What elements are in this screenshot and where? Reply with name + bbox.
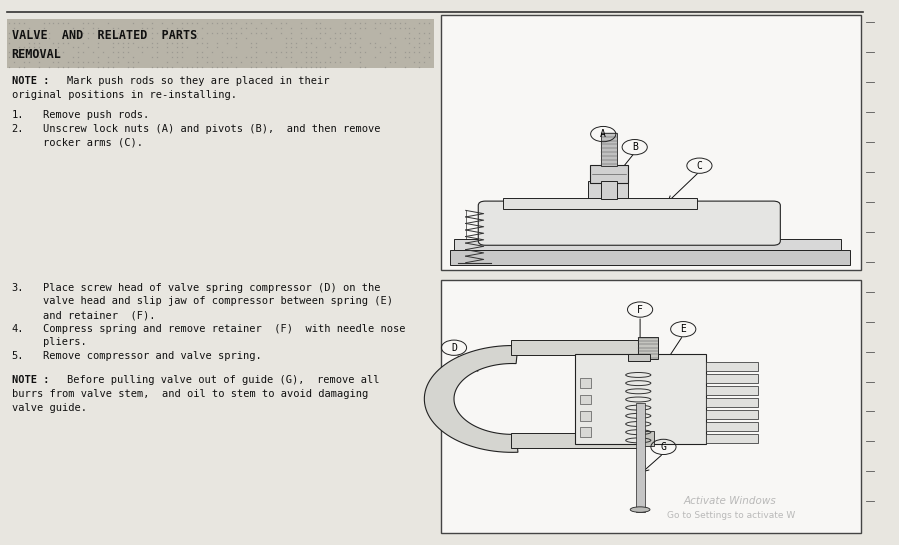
Bar bbox=[601, 133, 617, 166]
Text: NOTE :: NOTE : bbox=[12, 76, 49, 86]
Text: Go to Settings to activate W: Go to Settings to activate W bbox=[667, 511, 796, 520]
Text: 4.: 4. bbox=[12, 324, 24, 334]
Bar bbox=[588, 181, 628, 207]
Text: Unscrew lock nuts (A) and pivots (B),  and then remove: Unscrew lock nuts (A) and pivots (B), an… bbox=[43, 124, 380, 134]
Text: Remove push rods.: Remove push rods. bbox=[43, 110, 149, 120]
Text: 2.: 2. bbox=[12, 124, 24, 134]
Text: A: A bbox=[601, 129, 606, 139]
Bar bbox=[511, 340, 644, 355]
Text: Before pulling valve out of guide (G),  remove all: Before pulling valve out of guide (G), r… bbox=[67, 376, 380, 385]
Text: C: C bbox=[697, 161, 702, 171]
Text: 5.: 5. bbox=[12, 351, 24, 361]
Bar bbox=[706, 410, 758, 419]
Ellipse shape bbox=[630, 507, 650, 512]
Bar bbox=[706, 386, 758, 395]
Text: rocker arms (C).: rocker arms (C). bbox=[43, 138, 143, 148]
FancyBboxPatch shape bbox=[590, 165, 628, 183]
Bar bbox=[638, 337, 658, 359]
Bar bbox=[503, 198, 697, 209]
Bar bbox=[706, 374, 758, 383]
Text: 1.: 1. bbox=[12, 110, 24, 120]
Bar bbox=[454, 239, 841, 250]
Text: Remove compressor and valve spring.: Remove compressor and valve spring. bbox=[43, 351, 262, 361]
Text: burrs from valve stem,  and oil to stem to avoid damaging: burrs from valve stem, and oil to stem t… bbox=[12, 389, 368, 399]
Bar bbox=[441, 15, 861, 270]
Text: valve head and slip jaw of compressor between spring (E): valve head and slip jaw of compressor be… bbox=[43, 296, 393, 306]
Bar bbox=[575, 354, 706, 444]
Bar bbox=[706, 422, 758, 431]
Text: Mark push rods so they are placed in their: Mark push rods so they are placed in the… bbox=[67, 76, 330, 86]
Text: valve guide.: valve guide. bbox=[12, 403, 86, 413]
Bar bbox=[706, 434, 758, 443]
Text: REMOVAL: REMOVAL bbox=[12, 48, 61, 61]
Bar bbox=[628, 354, 650, 361]
Bar bbox=[580, 395, 591, 404]
Bar bbox=[706, 398, 758, 407]
Text: Activate Windows: Activate Windows bbox=[683, 496, 776, 506]
Text: D: D bbox=[451, 343, 457, 353]
Bar bbox=[636, 403, 645, 512]
Polygon shape bbox=[424, 346, 518, 452]
Text: NOTE :: NOTE : bbox=[12, 376, 49, 385]
Bar bbox=[706, 362, 758, 371]
Bar bbox=[450, 250, 850, 265]
Bar bbox=[580, 378, 591, 388]
Text: original positions in re-installing.: original positions in re-installing. bbox=[12, 90, 236, 100]
Bar bbox=[601, 181, 617, 199]
Bar bbox=[511, 433, 644, 448]
Bar bbox=[580, 427, 591, 437]
Text: F: F bbox=[637, 305, 643, 314]
Bar bbox=[643, 431, 654, 446]
Bar bbox=[441, 280, 861, 533]
Text: pliers.: pliers. bbox=[43, 337, 87, 347]
Text: G: G bbox=[661, 442, 666, 452]
Text: Compress spring and remove retainer  (F)  with needle nose: Compress spring and remove retainer (F) … bbox=[43, 324, 405, 334]
FancyBboxPatch shape bbox=[478, 201, 780, 245]
Text: E: E bbox=[681, 324, 686, 334]
Text: 3.: 3. bbox=[12, 283, 24, 293]
Bar bbox=[580, 411, 591, 421]
Text: and retainer  (F).: and retainer (F). bbox=[43, 310, 156, 320]
Text: B: B bbox=[632, 142, 637, 152]
Text: Place screw head of valve spring compressor (D) on the: Place screw head of valve spring compres… bbox=[43, 283, 380, 293]
Bar bbox=[7, 19, 434, 68]
Text: VALVE  AND  RELATED  PARTS: VALVE AND RELATED PARTS bbox=[12, 29, 197, 42]
